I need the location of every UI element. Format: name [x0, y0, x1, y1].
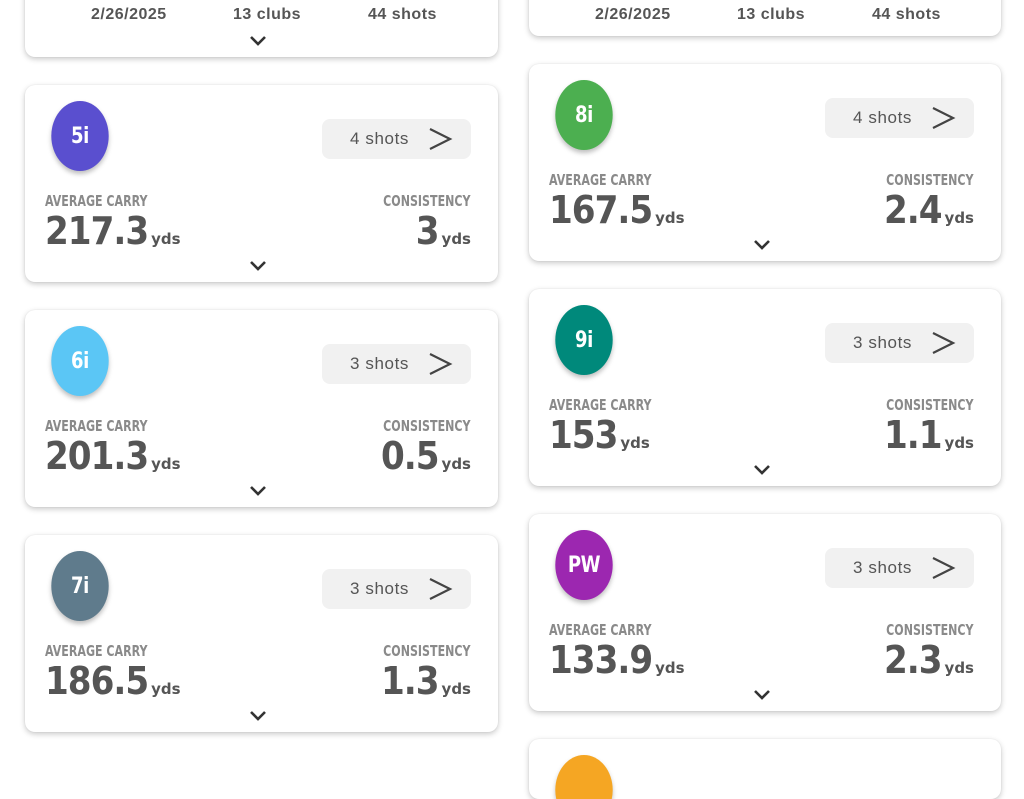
carry-number: 201.3 [45, 434, 149, 478]
chevron-right-icon [429, 353, 453, 375]
consistency-label: CONSISTENCY [383, 417, 471, 435]
average-carry-value: 133.9 yds [549, 638, 685, 682]
right-column: 2/26/2025 13 clubs 44 shots 8i 4 shots A… [529, 0, 1001, 799]
consistency-value: 1.3 yds [381, 659, 471, 703]
carry-number: 217.3 [45, 209, 149, 253]
session-clubs: 13 clubs [737, 6, 806, 23]
carry-number: 133.9 [549, 638, 653, 682]
consistency-value: 1.1 yds [884, 413, 974, 457]
average-carry-label: AVERAGE CARRY [549, 396, 652, 414]
consistency-number: 1.1 [883, 413, 943, 457]
shots-button[interactable]: 3 shots [825, 548, 974, 588]
carry-number: 186.5 [45, 659, 149, 703]
shots-count: 3 shots [350, 354, 410, 373]
chevron-right-icon [429, 578, 453, 600]
club-badge: 9i [555, 305, 613, 375]
session-date: 2/26/2025 [595, 6, 671, 23]
chevron-right-icon [429, 128, 453, 150]
chevron-down-icon[interactable] [249, 710, 267, 722]
carry-unit: yds [620, 434, 650, 452]
shots-button[interactable]: 3 shots [825, 323, 974, 363]
shots-button[interactable]: 3 shots [322, 344, 471, 384]
average-carry-value: 167.5 yds [549, 188, 685, 232]
session-date: 2/26/2025 [91, 6, 167, 23]
consistency-number: 1.3 [380, 659, 440, 703]
consistency-unit: yds [441, 230, 471, 248]
consistency-value: 2.3 yds [884, 638, 974, 682]
consistency-value: 3 yds [416, 209, 471, 253]
average-carry-value: 217.3 yds [45, 209, 181, 253]
average-carry-value: 153 yds [549, 413, 650, 457]
session-clubs: 13 clubs [233, 6, 302, 23]
carry-unit: yds [151, 230, 181, 248]
club-card-8i[interactable]: 8i 4 shots AVERAGE CARRY CONSISTENCY 167… [529, 64, 1001, 261]
consistency-label: CONSISTENCY [886, 171, 974, 189]
carry-unit: yds [655, 209, 685, 227]
average-carry-value: 186.5 yds [45, 659, 181, 703]
consistency-number: 3 [415, 209, 440, 253]
consistency-label: CONSISTENCY [383, 642, 471, 660]
consistency-number: 2.4 [883, 188, 943, 232]
carry-number: 167.5 [549, 188, 653, 232]
club-badge: 8i [555, 80, 613, 150]
club-badge: 7i [51, 551, 109, 621]
chevron-right-icon [932, 107, 956, 129]
session-summary-card[interactable]: 2/26/2025 13 clubs 44 shots [529, 0, 1001, 36]
chevron-down-icon[interactable] [753, 464, 771, 476]
session-shots: 44 shots [872, 6, 941, 23]
chevron-right-icon [932, 332, 956, 354]
club-badge [555, 755, 613, 799]
session-shots: 44 shots [368, 6, 437, 23]
carry-unit: yds [655, 659, 685, 677]
average-carry-label: AVERAGE CARRY [45, 417, 148, 435]
shots-count: 3 shots [853, 333, 913, 352]
shots-button[interactable]: 4 shots [322, 119, 471, 159]
consistency-value: 2.4 yds [884, 188, 974, 232]
chevron-down-icon[interactable] [753, 689, 771, 701]
consistency-unit: yds [944, 434, 974, 452]
consistency-number: 2.3 [883, 638, 943, 682]
carry-unit: yds [151, 680, 181, 698]
average-carry-label: AVERAGE CARRY [45, 192, 148, 210]
consistency-number: 0.5 [380, 434, 440, 478]
shots-count: 4 shots [853, 108, 913, 127]
club-badge: PW [555, 530, 613, 600]
club-card-7i[interactable]: 7i 3 shots AVERAGE CARRY CONSISTENCY 186… [25, 535, 498, 732]
club-card-5i[interactable]: 5i 4 shots AVERAGE CARRY CONSISTENCY 217… [25, 85, 498, 282]
consistency-unit: yds [441, 455, 471, 473]
consistency-label: CONSISTENCY [886, 621, 974, 639]
shots-count: 3 shots [853, 558, 913, 577]
club-card-next[interactable] [529, 739, 1001, 799]
shots-count: 3 shots [350, 579, 410, 598]
shots-button[interactable]: 3 shots [322, 569, 471, 609]
club-card-6i[interactable]: 6i 3 shots AVERAGE CARRY CONSISTENCY 201… [25, 310, 498, 507]
consistency-label: CONSISTENCY [886, 396, 974, 414]
club-card-9i[interactable]: 9i 3 shots AVERAGE CARRY CONSISTENCY 153… [529, 289, 1001, 486]
average-carry-label: AVERAGE CARRY [549, 621, 652, 639]
chevron-down-icon[interactable] [249, 485, 267, 497]
club-badge: 5i [51, 101, 109, 171]
consistency-unit: yds [944, 659, 974, 677]
club-badge: 6i [51, 326, 109, 396]
carry-number: 153 [549, 413, 618, 457]
left-column: 2/26/2025 13 clubs 44 shots 5i 4 shots A… [25, 0, 498, 769]
session-summary-card[interactable]: 2/26/2025 13 clubs 44 shots [25, 0, 498, 57]
carry-unit: yds [151, 455, 181, 473]
chevron-down-icon[interactable] [249, 35, 267, 47]
average-carry-label: AVERAGE CARRY [45, 642, 148, 660]
chevron-right-icon [932, 557, 956, 579]
chevron-down-icon[interactable] [753, 239, 771, 251]
consistency-unit: yds [441, 680, 471, 698]
shots-button[interactable]: 4 shots [825, 98, 974, 138]
chevron-down-icon[interactable] [249, 260, 267, 272]
consistency-label: CONSISTENCY [383, 192, 471, 210]
average-carry-value: 201.3 yds [45, 434, 181, 478]
average-carry-label: AVERAGE CARRY [549, 171, 652, 189]
club-card-pw[interactable]: PW 3 shots AVERAGE CARRY CONSISTENCY 133… [529, 514, 1001, 711]
shots-count: 4 shots [350, 129, 410, 148]
consistency-value: 0.5 yds [381, 434, 471, 478]
consistency-unit: yds [944, 209, 974, 227]
